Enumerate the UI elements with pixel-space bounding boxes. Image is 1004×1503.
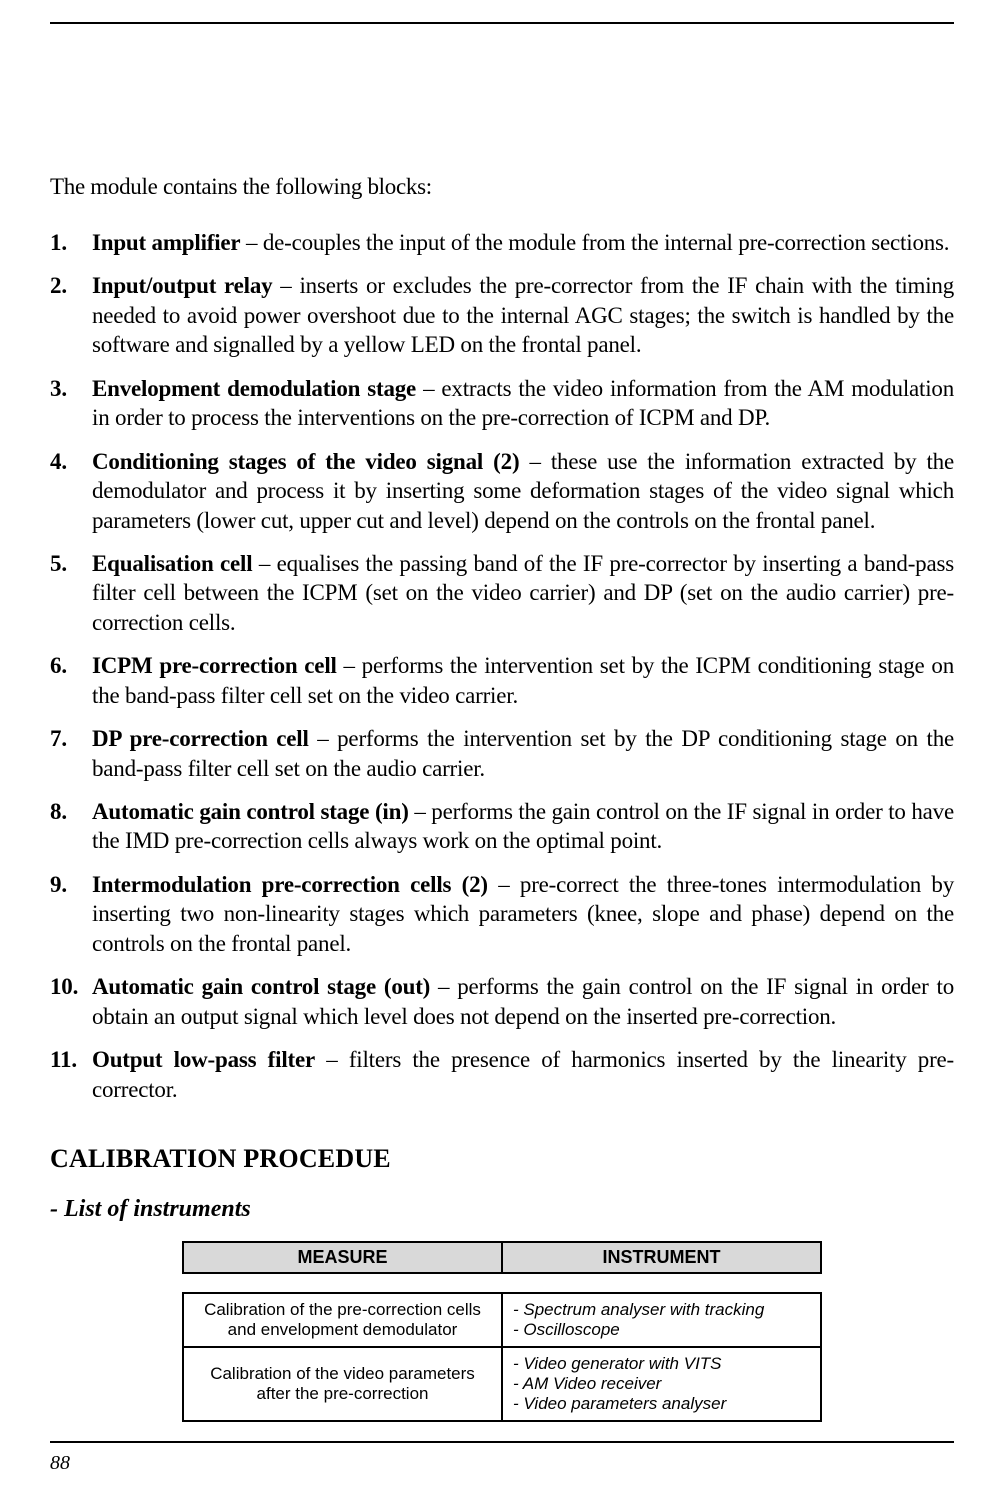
block-title: Automatic gain control stage (out) xyxy=(92,974,430,999)
cell-measure: Calibration of the pre-correction cells … xyxy=(183,1293,502,1347)
top-rule xyxy=(50,22,954,24)
cell-instrument: - Video generator with VITS- AM Video re… xyxy=(502,1347,821,1421)
calibration-heading: CALIBRATION PROCEDUE xyxy=(50,1144,954,1174)
table-row: Calibration of the video parameters afte… xyxy=(183,1347,821,1421)
table-row: Calibration of the pre-correction cells … xyxy=(183,1293,821,1347)
list-of-instruments-heading: - List of instruments xyxy=(50,1196,954,1223)
intro-paragraph: The module contains the following blocks… xyxy=(50,174,954,200)
block-title: Intermodulation pre-correction cells (2) xyxy=(92,872,488,897)
block-title: Equalisation cell xyxy=(92,551,252,576)
header-instrument: INSTRUMENT xyxy=(502,1242,821,1273)
cell-instrument: - Spectrum analyser with tracking- Oscil… xyxy=(502,1293,821,1347)
block-title: Automatic gain control stage (in) xyxy=(92,799,409,824)
block-item: Automatic gain control stage (out) – per… xyxy=(50,972,954,1031)
instrument-table-wrap: MEASURE INSTRUMENT Calibration of the pr… xyxy=(50,1241,954,1422)
block-title: Conditioning stages of the video signal … xyxy=(92,449,519,474)
block-item: Input/output relay – inserts or excludes… xyxy=(50,271,954,359)
block-item: Automatic gain control stage (in) – perf… xyxy=(50,797,954,856)
block-title: DP pre-correction cell xyxy=(92,726,309,751)
block-title: ICPM pre-correction cell xyxy=(92,653,337,678)
table-header-row: MEASURE INSTRUMENT xyxy=(183,1242,821,1273)
block-body: – de-couples the input of the module fro… xyxy=(240,230,949,255)
block-title: Input/output relay xyxy=(92,273,272,298)
block-item: DP pre-correction cell – performs the in… xyxy=(50,724,954,783)
block-item: Output low-pass filter – filters the pre… xyxy=(50,1045,954,1104)
instrument-table: MEASURE INSTRUMENT Calibration of the pr… xyxy=(182,1241,822,1422)
blocks-list: Input amplifier – de-couples the input o… xyxy=(50,228,954,1104)
block-title: Input amplifier xyxy=(92,230,240,255)
bottom-rule xyxy=(50,1441,954,1443)
page: The module contains the following blocks… xyxy=(0,0,1004,1503)
block-item: Intermodulation pre-correction cells (2)… xyxy=(50,870,954,958)
table-gap-row xyxy=(183,1273,821,1293)
block-title: Envelopment demodulation stage xyxy=(92,376,416,401)
block-item: Conditioning stages of the video signal … xyxy=(50,447,954,535)
block-title: Output low-pass filter xyxy=(92,1047,315,1072)
block-item: Input amplifier – de-couples the input o… xyxy=(50,228,954,257)
cell-measure: Calibration of the video parameters afte… xyxy=(183,1347,502,1421)
block-item: ICPM pre-correction cell – performs the … xyxy=(50,651,954,710)
block-item: Equalisation cell – equalises the passin… xyxy=(50,549,954,637)
header-measure: MEASURE xyxy=(183,1242,502,1273)
block-item: Envelopment demodulation stage – extract… xyxy=(50,374,954,433)
page-number: 88 xyxy=(50,1452,70,1475)
